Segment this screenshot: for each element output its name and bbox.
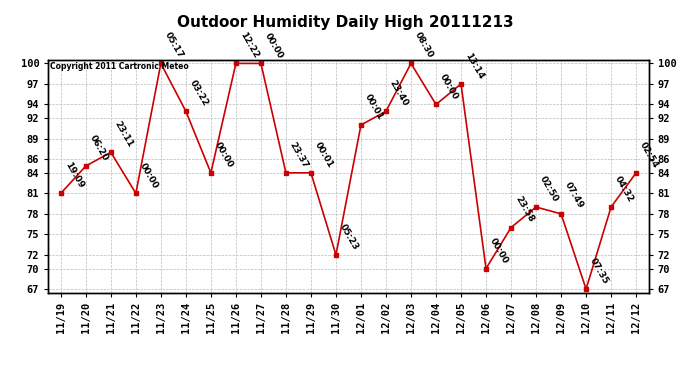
Text: Copyright 2011 Cartronic Meteo: Copyright 2011 Cartronic Meteo — [50, 62, 188, 71]
Text: 13:14: 13:14 — [463, 51, 485, 81]
Text: 23:58: 23:58 — [513, 195, 535, 224]
Text: 12:22: 12:22 — [238, 31, 260, 60]
Text: 23:37: 23:37 — [288, 140, 310, 170]
Text: 00:01: 00:01 — [363, 93, 385, 122]
Text: 00:00: 00:00 — [213, 141, 235, 170]
Text: 00:01: 00:01 — [313, 141, 335, 170]
Text: 00:00: 00:00 — [138, 161, 159, 190]
Text: 00:00: 00:00 — [438, 72, 460, 101]
Text: 08:30: 08:30 — [413, 31, 435, 60]
Text: 19:09: 19:09 — [63, 160, 85, 190]
Text: 23:11: 23:11 — [113, 120, 135, 149]
Text: 05:23: 05:23 — [338, 222, 360, 252]
Text: 02:54: 02:54 — [638, 140, 660, 170]
Text: 07:35: 07:35 — [588, 256, 610, 286]
Text: 00:00: 00:00 — [263, 31, 285, 60]
Text: 05:17: 05:17 — [163, 31, 185, 60]
Text: 04:32: 04:32 — [613, 174, 635, 204]
Text: 23:40: 23:40 — [388, 79, 410, 108]
Text: 03:22: 03:22 — [188, 79, 210, 108]
Text: 02:50: 02:50 — [538, 174, 560, 204]
Text: 00:00: 00:00 — [488, 236, 510, 265]
Text: Outdoor Humidity Daily High 20111213: Outdoor Humidity Daily High 20111213 — [177, 15, 513, 30]
Text: 06:20: 06:20 — [88, 134, 110, 163]
Text: 07:49: 07:49 — [563, 181, 585, 210]
